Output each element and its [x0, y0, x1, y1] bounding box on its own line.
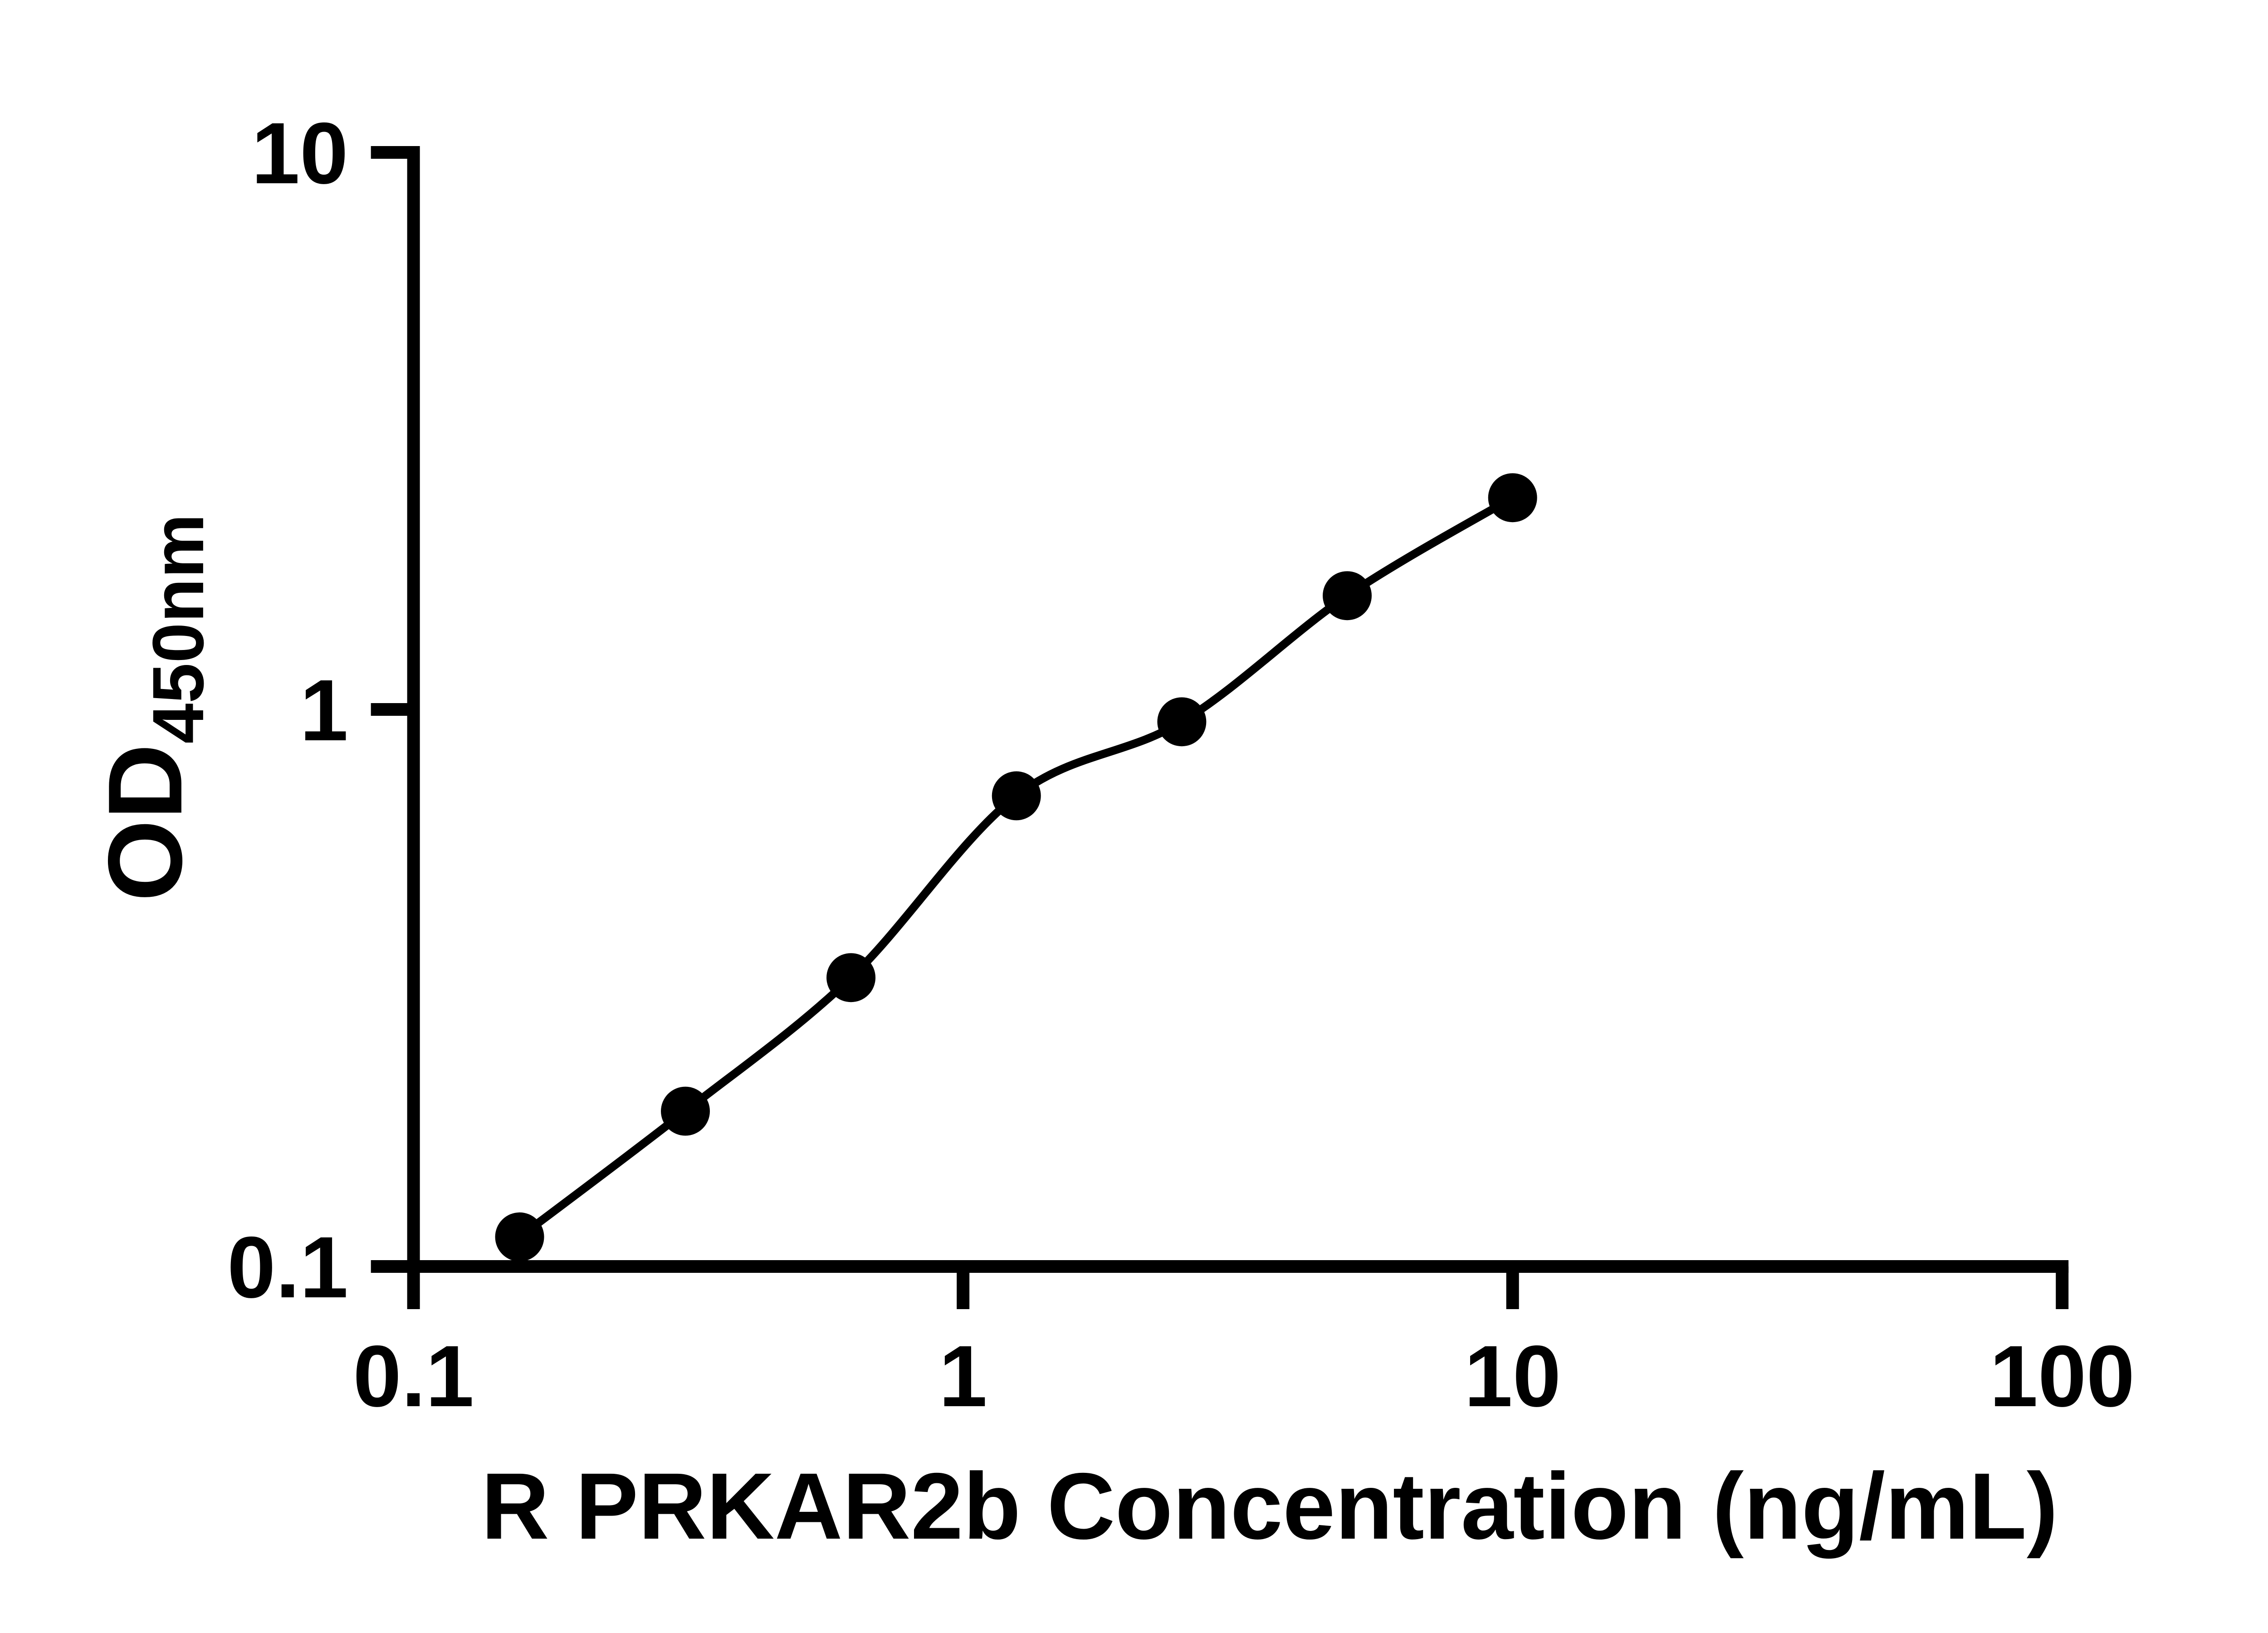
x-tick-label: 1 — [939, 1327, 987, 1425]
data-point — [826, 953, 876, 1002]
y-axis-title-subscript: 450nm — [137, 514, 219, 744]
data-point — [495, 1212, 544, 1261]
data-point — [661, 1086, 710, 1136]
plot-area: 0.1 1 10 100 0.1 1 10 — [227, 104, 2135, 1425]
x-tick-label: 0.1 — [353, 1327, 474, 1425]
data-point — [992, 771, 1041, 821]
y-axis-title: OD450nm — [87, 514, 219, 902]
y-tick-label: 0.1 — [227, 1218, 348, 1316]
x-tick-label: 10 — [1464, 1327, 1561, 1425]
x-tick-label: 100 — [1989, 1327, 2135, 1425]
y-tick-label: 1 — [300, 661, 348, 759]
data-point — [1488, 473, 1537, 523]
y-tick-label: 10 — [251, 104, 348, 202]
x-axis-title: R PRKAR2b Concentration (ng/mL) — [481, 1454, 2058, 1559]
data-point — [1157, 697, 1207, 747]
y-axis-title-main: OD — [87, 743, 204, 901]
data-point — [1323, 571, 1372, 621]
